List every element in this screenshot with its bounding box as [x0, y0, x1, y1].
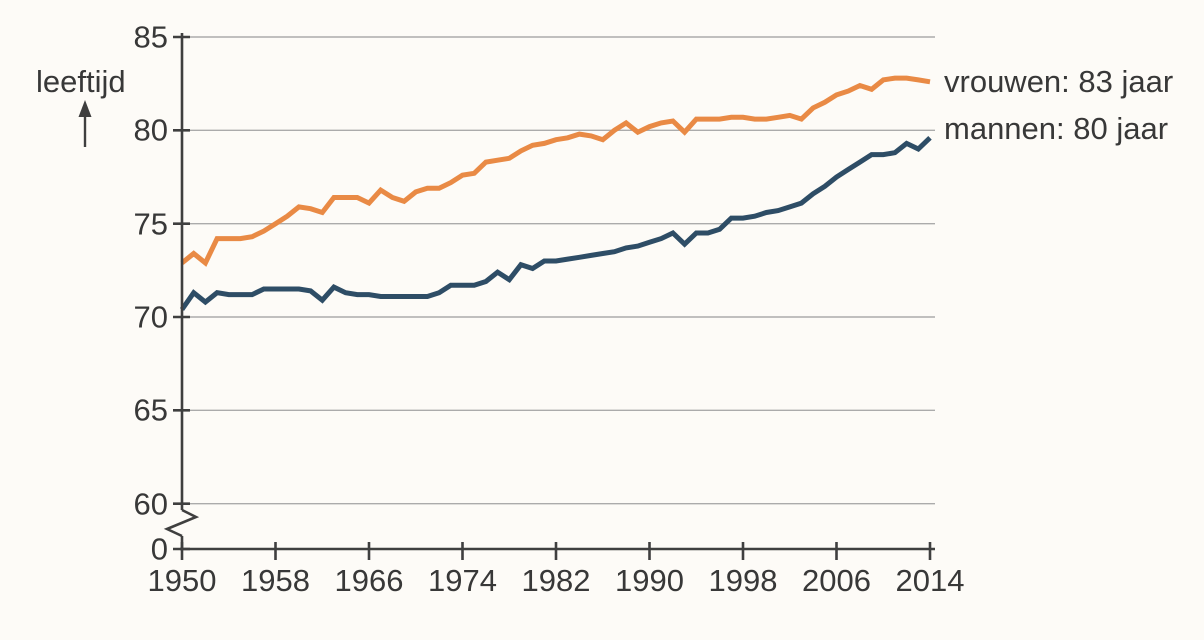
- x-tick-label: 1998: [708, 563, 778, 598]
- y-axis-arrow-icon: [78, 100, 92, 147]
- x-tick-label: 1966: [334, 563, 404, 598]
- y-tick-label-zero: 0: [150, 531, 168, 567]
- y-tick-label: 65: [133, 392, 168, 428]
- gridlines: [182, 36, 935, 505]
- axis-break-icon: [163, 508, 200, 538]
- y-tick-label: 80: [133, 112, 168, 148]
- y-tick-label: 70: [133, 299, 168, 335]
- x-tick-label: 1990: [615, 563, 684, 598]
- x-tick-label: 2014: [895, 563, 965, 598]
- y-tick-label: 60: [133, 486, 168, 522]
- x-tick-label: 1958: [241, 563, 310, 598]
- y-tick-label: 85: [133, 19, 168, 55]
- x-tick-label: 1950: [147, 563, 217, 598]
- series-label-mannen: mannen: 80 jaar: [944, 111, 1169, 146]
- y-axis-title: leeftijd: [36, 64, 126, 99]
- x-tick-label: 2006: [802, 563, 871, 598]
- series-label-vrouwen: vrouwen: 83 jaar: [944, 64, 1174, 99]
- x-tick-label: 1974: [428, 563, 497, 598]
- series-line-mannen: [179, 135, 932, 311]
- y-axis: [173, 33, 190, 551]
- y-tick-label: 75: [133, 206, 168, 242]
- x-axis: [180, 542, 935, 560]
- x-tick-label: 1982: [521, 563, 591, 598]
- series-line-vrouwen: [180, 75, 931, 267]
